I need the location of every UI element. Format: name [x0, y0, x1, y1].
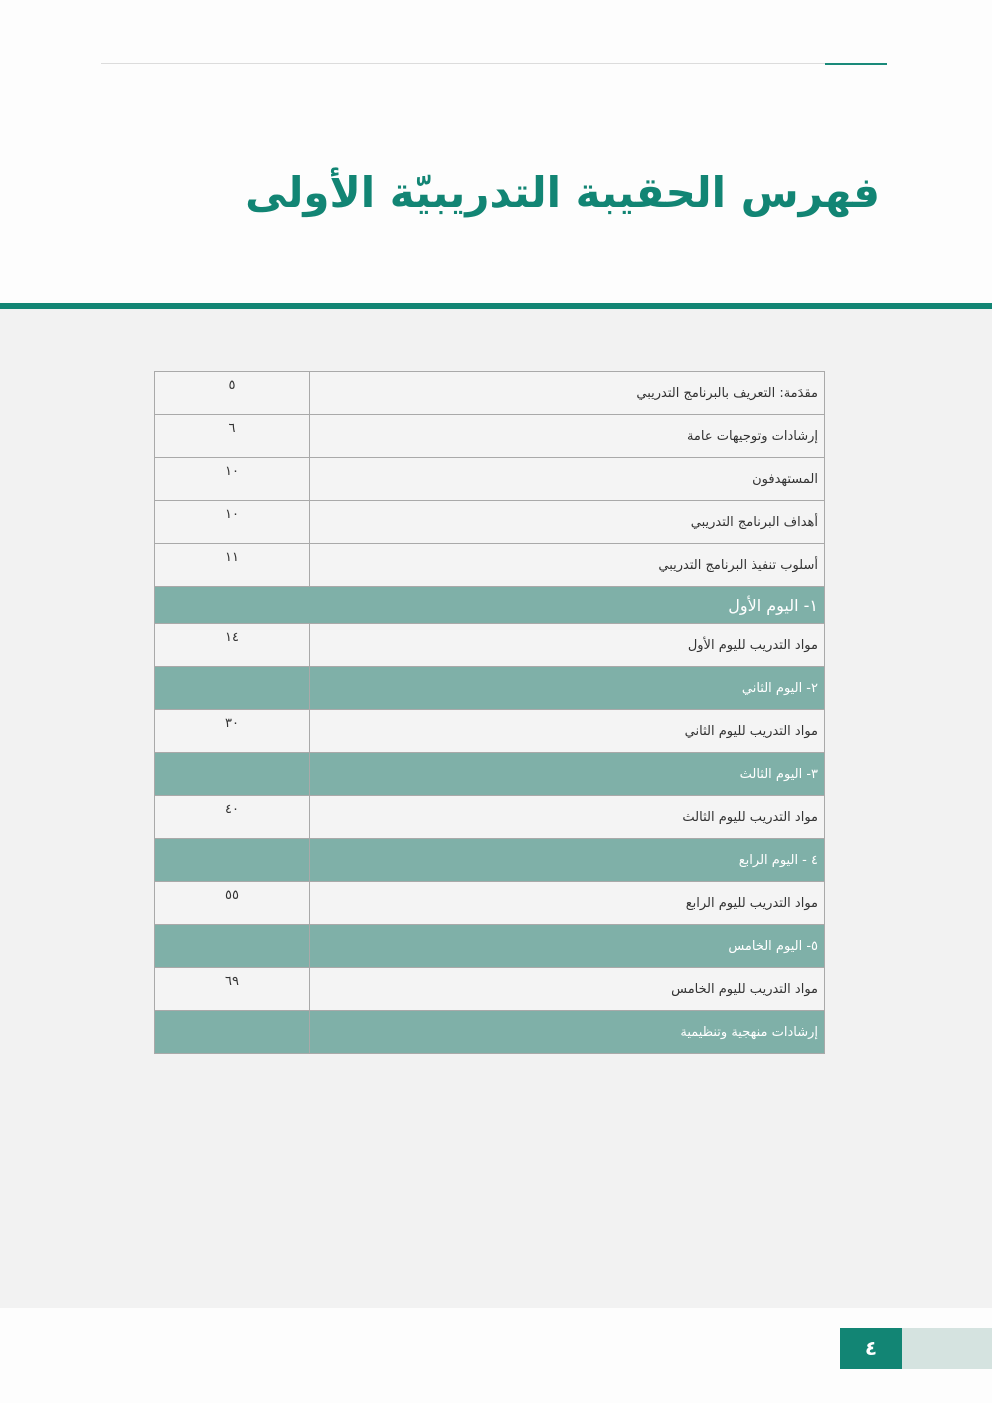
toc-label: أسلوب تنفيذ البرنامج التدريبي: [309, 543, 825, 587]
toc-page-number: ٥٥: [154, 881, 310, 925]
toc-page-number: ٦٩: [154, 967, 310, 1011]
toc-row: مواد التدريب لليوم الخامس ٦٩: [154, 967, 825, 1011]
toc-label: مقدَمة: التعريف بالبرنامج التدريبي: [309, 371, 825, 415]
toc-row: أسلوب تنفيذ البرنامج التدريبي ١١: [154, 543, 825, 587]
toc-label: ٣- اليوم الثالث: [309, 752, 825, 796]
toc-page-number: [154, 924, 310, 968]
toc-section-row: ١- اليوم الأول: [154, 586, 825, 624]
page-number: ٤: [840, 1328, 902, 1369]
toc-row: إرشادات وتوجيهات عامة ٦: [154, 414, 825, 458]
toc-page-number: ١٠: [154, 457, 310, 501]
toc-label: إرشادات وتوجيهات عامة: [309, 414, 825, 458]
toc-row: مواد التدريب لليوم الرابع ٥٥: [154, 881, 825, 925]
toc-page-number: ٤٠: [154, 795, 310, 839]
toc-page-number: ١٤: [154, 623, 310, 667]
toc-section-row: إرشادات منهجية وتنظيمية: [154, 1010, 825, 1054]
toc-page-number: ٥: [154, 371, 310, 415]
toc-page-number: ١١: [154, 543, 310, 587]
toc-page-number: ٣٠: [154, 709, 310, 753]
toc-label: مواد التدريب لليوم الرابع: [309, 881, 825, 925]
toc-label: المستهدفون: [309, 457, 825, 501]
toc-row: مقدَمة: التعريف بالبرنامج التدريبي ٥: [154, 371, 825, 415]
toc-table: مقدَمة: التعريف بالبرنامج التدريبي ٥ إرشاد…: [154, 371, 825, 1054]
toc-row: مواد التدريب لليوم الأول ١٤: [154, 623, 825, 667]
toc-page-number: [154, 838, 310, 882]
toc-label: ٤ - اليوم الرابع: [309, 838, 825, 882]
title-divider: [0, 303, 992, 309]
toc-row: مواد التدريب لليوم الثاني ٣٠: [154, 709, 825, 753]
header-accent: [825, 63, 887, 65]
toc-row: مواد التدريب لليوم الثالث ٤٠: [154, 795, 825, 839]
page-title: فهرس الحقيبة التدريبيّة الأولى: [245, 168, 880, 217]
toc-row: أهداف البرنامج التدريبي ١٠: [154, 500, 825, 544]
toc-label: ١- اليوم الأول: [154, 586, 825, 624]
toc-section-row: ٤ - اليوم الرابع: [154, 838, 825, 882]
toc-section-row: ٥- اليوم الخامس: [154, 924, 825, 968]
toc-page-number: ١٠: [154, 500, 310, 544]
toc-section-row: ٣- اليوم الثالث: [154, 752, 825, 796]
toc-label: إرشادات منهجية وتنظيمية: [309, 1010, 825, 1054]
toc-row: المستهدفون ١٠: [154, 457, 825, 501]
toc-label: مواد التدريب لليوم الأول: [309, 623, 825, 667]
toc-label: ٢- اليوم الثاني: [309, 666, 825, 710]
toc-section-row: ٢- اليوم الثاني: [154, 666, 825, 710]
toc-label: مواد التدريب لليوم الثالث: [309, 795, 825, 839]
toc-page-number: [154, 666, 310, 710]
toc-page-number: [154, 752, 310, 796]
toc-label: مواد التدريب لليوم الخامس: [309, 967, 825, 1011]
header-rule: [101, 63, 887, 64]
toc-label: مواد التدريب لليوم الثاني: [309, 709, 825, 753]
toc-page-number: ٦: [154, 414, 310, 458]
toc-label: أهداف البرنامج التدريبي: [309, 500, 825, 544]
toc-page-number: [154, 1010, 310, 1054]
page-number-accent: [902, 1328, 992, 1369]
toc-label: ٥- اليوم الخامس: [309, 924, 825, 968]
